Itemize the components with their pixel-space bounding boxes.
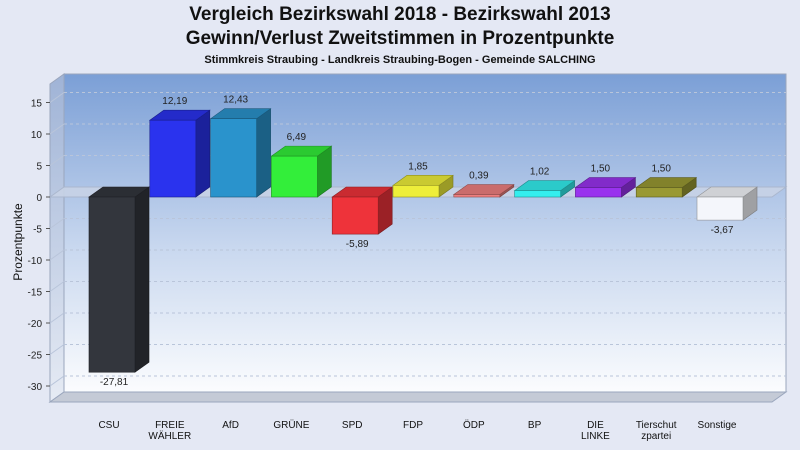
- y-tick-label: -20: [28, 319, 43, 330]
- x-tick-label: Sonstige: [698, 420, 737, 431]
- x-tick-label: Tierschut zpartei: [636, 420, 677, 442]
- x-tick-label: DIE LINKE: [581, 420, 610, 442]
- y-tick-label: -15: [28, 288, 43, 299]
- bar-front: [210, 118, 257, 198]
- gridline-side: [49, 249, 65, 261]
- data-label: -27,81: [100, 377, 129, 388]
- bar-front: [271, 155, 318, 198]
- bar-front: [635, 187, 683, 198]
- gridline-side: [49, 123, 65, 135]
- chart-title: Vergleich Bezirkswahl 2018 - Bezirkswahl…: [189, 4, 611, 25]
- data-label: 1,02: [530, 167, 550, 178]
- y-tick-label: -5: [33, 225, 42, 236]
- y-tick-label: 15: [31, 99, 43, 110]
- bar: [635, 176, 698, 198]
- x-tick-label: SPD: [342, 420, 363, 431]
- bar: [574, 176, 637, 198]
- data-label: 6,49: [287, 132, 307, 143]
- data-label: -5,89: [346, 239, 369, 250]
- data-label: -3,67: [711, 225, 734, 236]
- data-label: 1,50: [651, 164, 671, 175]
- bar: [331, 186, 394, 235]
- data-label: 1,85: [408, 161, 428, 172]
- bar-side: [134, 186, 150, 373]
- gridline-side: [49, 155, 65, 166]
- bar-front: [696, 196, 744, 221]
- y-tick-label: 10: [31, 130, 43, 141]
- y-tick-label: 5: [36, 162, 42, 173]
- bar-front: [331, 196, 379, 235]
- y-tick-label: -30: [28, 382, 43, 393]
- x-tick-label: ÖDP: [463, 419, 485, 431]
- bar: [148, 109, 211, 198]
- bar-front: [88, 196, 136, 373]
- bar-front: [575, 187, 622, 198]
- x-tick-label: FDP: [403, 420, 423, 431]
- y-tick-label: -25: [28, 351, 43, 362]
- bar: [270, 145, 333, 198]
- bar: [88, 186, 150, 373]
- data-label: 0,39: [469, 171, 489, 182]
- gridline-side: [49, 218, 65, 229]
- data-label: 1,50: [591, 164, 611, 175]
- y-tick-label: -10: [28, 256, 43, 267]
- bar-front: [149, 119, 197, 198]
- y-tick-label: 0: [36, 193, 42, 204]
- x-tick-label: GRÜNE: [273, 419, 309, 431]
- bar: [452, 183, 515, 198]
- x-tick-label: FREIE WÄHLER: [148, 420, 191, 442]
- floor: [48, 391, 788, 403]
- bar: [696, 186, 758, 221]
- data-label: 12,43: [223, 95, 248, 106]
- chart-subtitle: Gewinn/Verlust Zweitstimmen in Prozentpu…: [185, 28, 615, 49]
- data-label: 12,19: [162, 96, 187, 107]
- x-tick-label: BP: [528, 420, 542, 431]
- gridline-side: [49, 281, 65, 292]
- x-tick-label: AfD: [222, 420, 239, 431]
- gridline-side: [49, 344, 65, 355]
- bar-front: [453, 194, 501, 198]
- x-tick-label: CSU: [98, 420, 119, 431]
- y-axis-label: Prozentpunkte: [11, 203, 25, 281]
- gridline-side: [49, 375, 65, 387]
- gridline-side: [49, 92, 65, 103]
- chart-region-subtitle: Stimmkreis Straubing - Landkreis Straubi…: [204, 54, 596, 66]
- gridline-side: [49, 312, 65, 324]
- bar-front: [392, 185, 440, 198]
- bar: [513, 179, 576, 198]
- bar-side: [195, 109, 211, 198]
- bar-side: [256, 108, 271, 198]
- bar-front: [514, 190, 561, 198]
- bar: [392, 174, 454, 198]
- bar: [209, 108, 272, 198]
